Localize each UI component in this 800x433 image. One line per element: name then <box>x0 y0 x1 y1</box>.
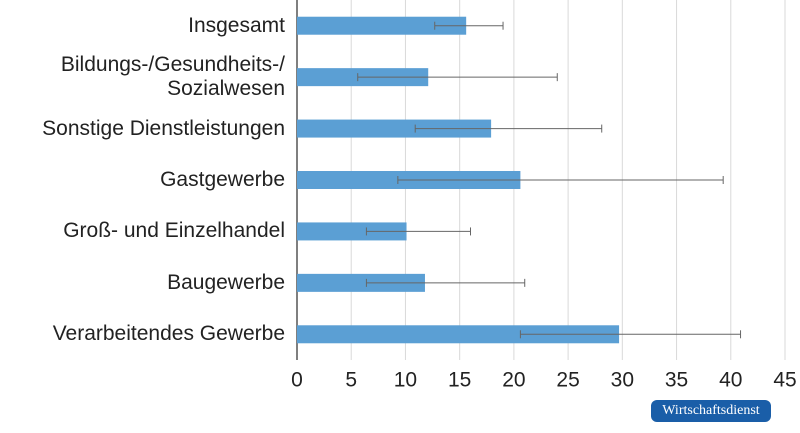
y-tick-label: Groß- und Einzelhandel <box>63 219 285 243</box>
y-tick-label: Insgesamt <box>188 13 285 37</box>
x-tick-label: 10 <box>394 369 417 392</box>
y-tick-label: Bildungs-/Gesundheits-/ Sozialwesen <box>60 53 285 101</box>
badge: Wirtschaftsdienst <box>651 400 771 422</box>
x-tick-label: 45 <box>773 369 796 392</box>
error-bar <box>434 21 504 30</box>
x-tick-label: 15 <box>448 369 471 392</box>
x-tick-label: 20 <box>502 369 525 392</box>
error-bar <box>397 176 724 184</box>
x-tick-label: 0 <box>291 369 303 392</box>
error-bar <box>357 73 558 82</box>
x-tick-label: 35 <box>665 369 688 392</box>
bar <box>297 325 620 344</box>
y-tick-label: Verarbeitendes Gewerbe <box>52 322 285 346</box>
x-tick-label: 25 <box>556 369 579 392</box>
bar <box>297 16 467 35</box>
y-tick-label: Sonstige Dienstleistungen <box>42 116 285 140</box>
bar <box>297 119 492 138</box>
y-tick-label: Gastgewerbe <box>160 168 285 191</box>
x-tick-label: 40 <box>719 369 742 392</box>
y-tick-label: Baugewerbe <box>167 270 285 294</box>
error-bar <box>365 278 526 287</box>
x-tick-label: 5 <box>345 369 357 392</box>
error-bar <box>519 330 742 339</box>
bar <box>297 222 407 241</box>
bar <box>297 273 425 292</box>
error-bar <box>365 227 472 236</box>
error-bar <box>414 124 603 133</box>
x-tick-label: 30 <box>611 369 634 392</box>
